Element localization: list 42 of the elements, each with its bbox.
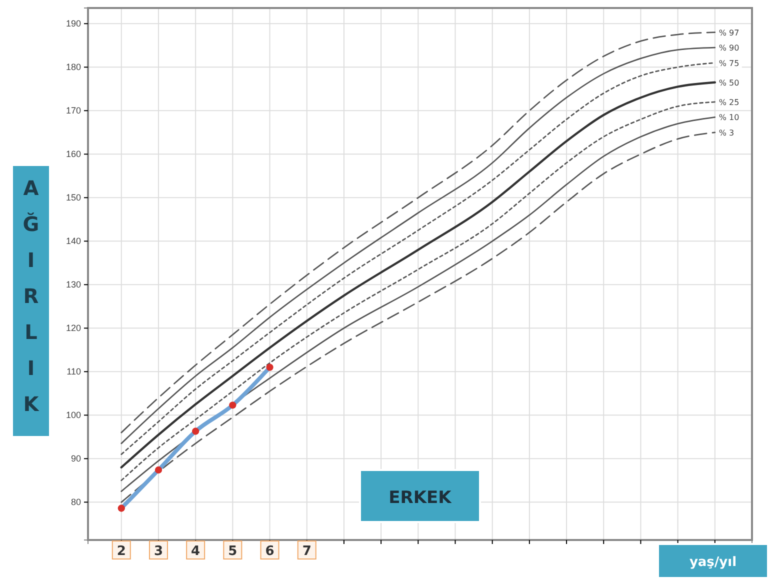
point [266, 364, 274, 371]
point [118, 504, 125, 512]
y-tick-label: 100 [66, 410, 81, 420]
label-frame: 7 [297, 540, 316, 560]
label-frame: 2 [112, 540, 131, 560]
point [154, 466, 162, 474]
y-tick-label: 140 [66, 236, 81, 246]
label-frame: 4 [186, 540, 206, 560]
y-tick-label: 190 [66, 18, 81, 29]
x-tick-label: 5 [228, 544, 238, 559]
annotation: ERKEK [388, 488, 452, 508]
x-tick-label: 6 [265, 544, 274, 559]
label-panel: AĞIRLIK [11, 164, 51, 438]
series-label: % 97 [718, 28, 740, 38]
y-axis-title: AĞIRLIK [22, 176, 40, 416]
label-frame: 5 [223, 540, 242, 560]
y-tick-label: 170 [66, 106, 81, 116]
label-panel: yaş/yıl [657, 543, 769, 579]
point [192, 428, 200, 435]
series-label: % 25 [718, 98, 740, 107]
series-label: % 90 [718, 44, 740, 53]
label-panel: ERKEK [359, 469, 481, 523]
y-tick-label: 160 [66, 149, 81, 160]
y-tick-label: 130 [66, 280, 81, 290]
series-label: % 50 [718, 78, 740, 88]
series-label: % 10 [718, 113, 740, 122]
y-tick-label: 180 [66, 62, 81, 72]
y-tick-label: 120 [66, 323, 81, 334]
y-tick-label: 110 [66, 366, 81, 377]
x-tick-label: 7 [302, 544, 312, 559]
x-tick-label: 2 [116, 544, 126, 559]
label-frame: 3 [148, 540, 168, 560]
x-axis-title: yaş/yıl [689, 555, 737, 570]
y-tick-label: 90 [70, 454, 81, 464]
x-tick-label: 3 [154, 544, 164, 559]
point [229, 402, 236, 409]
y-tick-label: 80 [70, 497, 81, 508]
y-tick-label: 150 [66, 192, 81, 203]
series-label: % 3 [718, 128, 734, 138]
label-frame: 6 [260, 540, 280, 560]
x-tick-label: 4 [191, 544, 200, 559]
series-label: % 75 [718, 58, 740, 68]
